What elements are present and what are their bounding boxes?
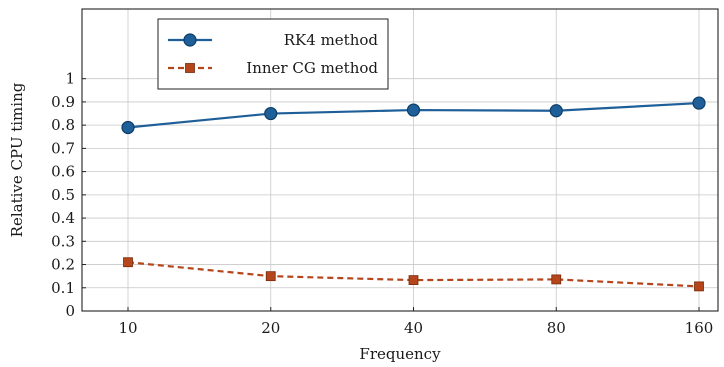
legend-label: RK4 method bbox=[284, 31, 379, 49]
data-point bbox=[121, 120, 135, 135]
y-tick-label: 0.7 bbox=[51, 139, 75, 157]
legend-entry: RK4 method bbox=[168, 31, 378, 49]
series-line bbox=[127, 261, 700, 288]
y-tick-label: 0.6 bbox=[51, 163, 75, 181]
y-axis-label: Relative CPU timing bbox=[8, 82, 26, 237]
y-tick-label: 0.9 bbox=[51, 93, 75, 111]
legend: RK4 method Inner CG method bbox=[157, 18, 389, 90]
y-axis-ticks: 0 0.1 0.2 0.3 0.4 0.5 0.6 0.7 0.8 0.9 1 bbox=[51, 70, 86, 320]
y-tick-label: 0.8 bbox=[51, 116, 75, 134]
legend-marker bbox=[185, 63, 195, 73]
x-axis-label: Frequency bbox=[359, 345, 441, 363]
y-tick-label: 0.5 bbox=[51, 186, 75, 204]
y-tick-label: 0.4 bbox=[51, 209, 75, 227]
data-point bbox=[264, 106, 278, 121]
legend-box bbox=[157, 18, 389, 90]
x-tick-label: 20 bbox=[261, 319, 280, 337]
series-layer bbox=[121, 96, 706, 292]
data-point bbox=[123, 257, 133, 268]
y-tick-label: 0.3 bbox=[51, 232, 75, 250]
x-tick-label: 40 bbox=[404, 319, 423, 337]
plot-frame bbox=[81, 8, 719, 312]
series-2 bbox=[123, 257, 704, 292]
y-tick-label: 0.1 bbox=[51, 279, 75, 297]
legend-label: Inner CG method bbox=[246, 59, 378, 77]
series-1 bbox=[121, 96, 706, 135]
y-tick-label: 1 bbox=[65, 70, 75, 88]
y-tick-label: 0 bbox=[65, 302, 75, 320]
data-point bbox=[265, 271, 276, 282]
data-point bbox=[692, 96, 706, 110]
x-axis-ticks: 10 20 40 80 160 bbox=[118, 307, 713, 337]
data-point bbox=[549, 104, 563, 118]
data-point bbox=[551, 274, 562, 285]
legend-marker bbox=[183, 33, 197, 47]
y-tick-label: 0.2 bbox=[51, 256, 75, 274]
data-point bbox=[694, 281, 704, 292]
data-point bbox=[408, 275, 419, 286]
x-tick-label: 10 bbox=[118, 319, 137, 337]
legend-entry: Inner CG method bbox=[168, 59, 378, 77]
x-tick-label: 160 bbox=[685, 319, 714, 337]
data-point bbox=[406, 103, 421, 117]
x-tick-label: 80 bbox=[547, 319, 566, 337]
